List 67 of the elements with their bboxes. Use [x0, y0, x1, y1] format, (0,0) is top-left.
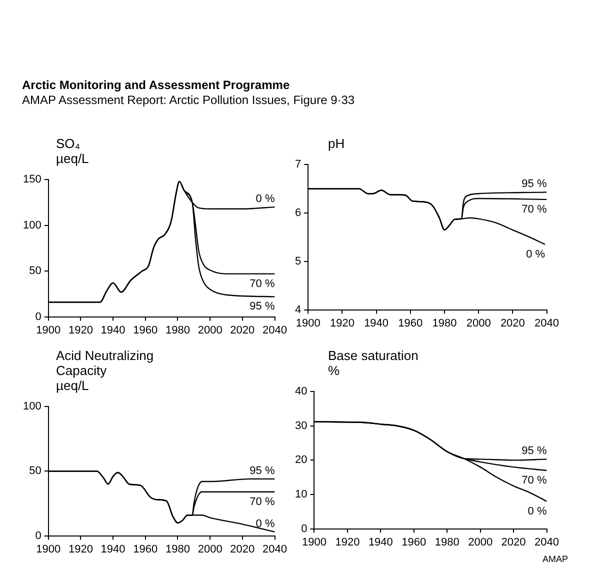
- x-tick-label: 1900: [36, 543, 61, 556]
- x-tick-label: 2020: [230, 324, 255, 336]
- x-tick-label: 1960: [402, 536, 426, 548]
- series-label: 70 %: [522, 474, 547, 486]
- x-tick-label: 2020: [501, 536, 526, 548]
- text: AMAP: [542, 554, 568, 564]
- x-tick-label: 2040: [262, 543, 288, 556]
- x-tick-label: 1920: [68, 324, 93, 336]
- x-tick-label: 1980: [434, 536, 460, 548]
- series-label: 70 %: [522, 203, 547, 216]
- series-label: 95 %: [522, 178, 547, 190]
- y-tick-label: 30: [294, 420, 308, 432]
- x-tick-label: 1920: [68, 543, 93, 556]
- x-tick-label: 2000: [198, 324, 222, 336]
- y-tick-label: 20: [294, 454, 308, 466]
- x-tick-label: 1920: [330, 317, 354, 330]
- series-label: 95 %: [522, 445, 547, 458]
- y-tick-label: 10: [294, 488, 308, 501]
- x-tick-label: 2000: [198, 543, 222, 556]
- x-tick-label: 1920: [335, 536, 360, 548]
- x-tick-label: 1940: [364, 317, 389, 330]
- y-tick-label: 100: [22, 400, 42, 413]
- x-tick-label: 1900: [302, 536, 326, 548]
- x-tick-label: 1940: [368, 536, 393, 548]
- x-tick-label: 1900: [296, 317, 320, 330]
- x-tick-label: 1980: [165, 324, 190, 336]
- y-tick-label: 0: [301, 522, 308, 535]
- y-axis-title: SO₄ µeq/L: [56, 136, 89, 166]
- x-tick-label: 1980: [165, 543, 190, 556]
- series-label: 0 %: [256, 518, 275, 530]
- y-axis-title: Acid Neutralizing Capacity µeq/L: [56, 348, 154, 393]
- text: AMAP Assessment Report: Arctic Pollution Issues, Figure 9·33: [22, 93, 355, 107]
- x-tick-label: 1940: [100, 324, 126, 336]
- x-tick-label: 1960: [133, 324, 158, 336]
- series-label: 0 %: [256, 193, 275, 206]
- x-tick-label: 1960: [398, 317, 423, 330]
- y-tick-label: 40: [294, 386, 308, 398]
- series-label: 70 %: [250, 278, 275, 290]
- y-tick-label: 50: [29, 265, 42, 278]
- y-tick-label: 0: [35, 530, 42, 542]
- series-label: 95 %: [250, 464, 275, 477]
- y-tick-label: 150: [22, 174, 42, 186]
- y-tick-label: 50: [29, 465, 42, 478]
- y-tick-label: 0: [35, 310, 42, 323]
- x-tick-label: 2040: [534, 317, 560, 330]
- y-axis-title: Base saturation %: [328, 348, 418, 378]
- x-tick-label: 1960: [133, 543, 158, 556]
- text: Arctic Monitoring and Assessment Programme: [22, 78, 291, 92]
- x-tick-label: 2040: [262, 324, 288, 336]
- x-tick-label: 2000: [466, 317, 491, 330]
- series-label: 0 %: [528, 505, 547, 518]
- y-tick-label: 6: [294, 207, 302, 220]
- x-tick-label: 1940: [100, 543, 126, 556]
- x-tick-label: 2020: [230, 543, 255, 556]
- series-label: 0 %: [526, 248, 546, 260]
- y-tick-label: 4: [294, 304, 302, 316]
- y-axis-title: pH: [328, 136, 345, 151]
- x-tick-label: 2000: [468, 536, 493, 548]
- x-tick-label: 2040: [534, 536, 560, 548]
- y-tick-label: 100: [22, 219, 42, 232]
- x-tick-label: 1900: [36, 324, 61, 336]
- y-tick-label: 7: [294, 158, 302, 171]
- series-label: 70 %: [250, 496, 275, 508]
- x-tick-label: 1980: [432, 317, 457, 330]
- series-label: 95 %: [250, 300, 275, 313]
- y-tick-label: 5: [294, 255, 302, 268]
- x-tick-label: 2020: [500, 317, 525, 330]
